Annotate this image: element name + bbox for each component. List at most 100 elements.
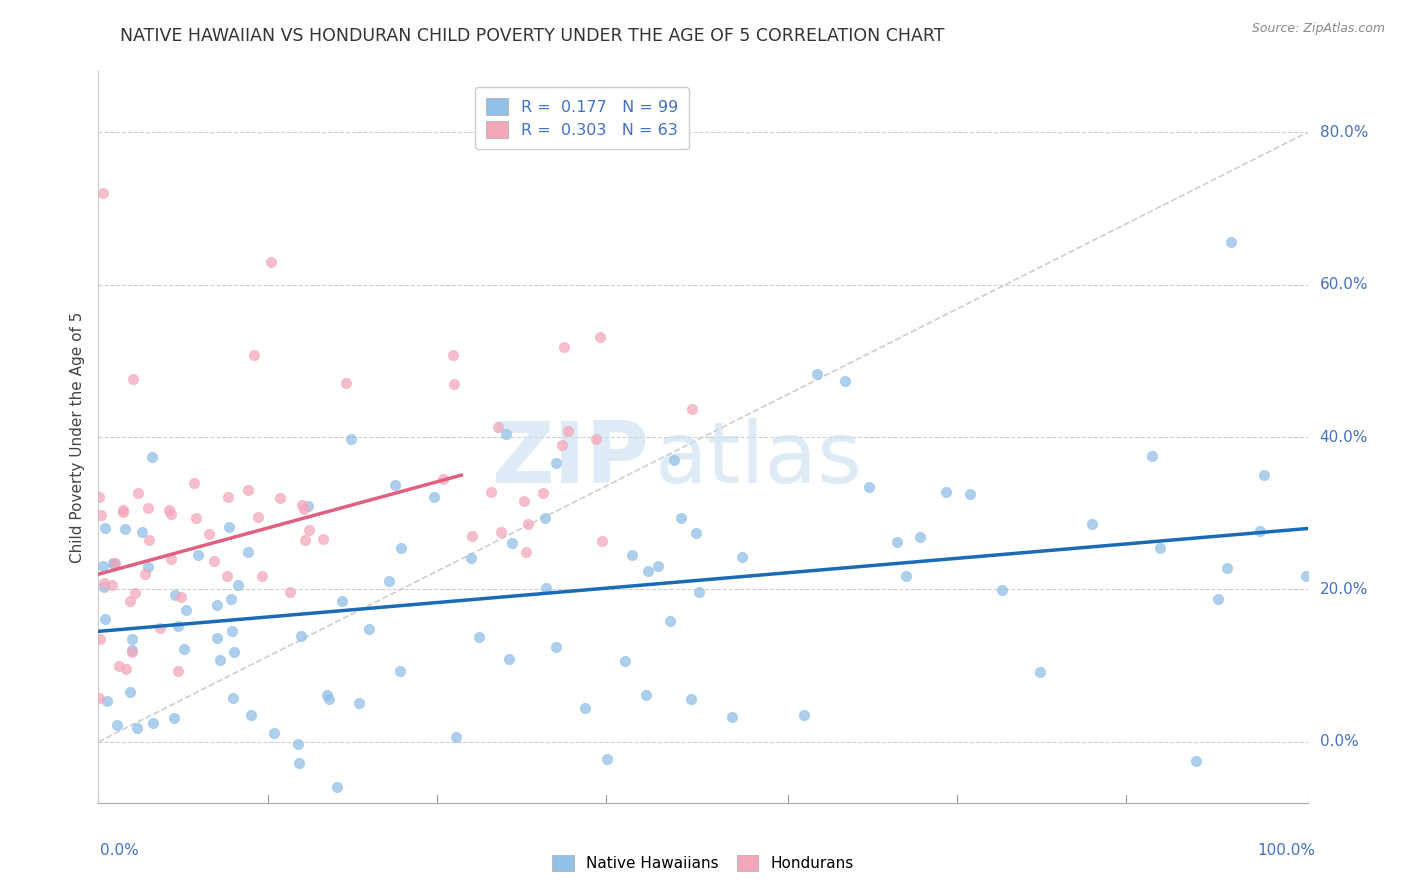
Point — [1295, 569, 1317, 583]
Point — [531, 485, 554, 500]
Point — [187, 548, 209, 562]
Point — [515, 544, 537, 558]
Point — [160, 552, 183, 566]
Point — [1081, 517, 1104, 532]
Point — [681, 401, 703, 416]
Text: 0.0%: 0.0% — [100, 843, 139, 858]
Point — [634, 689, 657, 703]
Point — [330, 594, 353, 608]
Point — [441, 348, 464, 362]
Point — [87, 690, 110, 705]
Point — [659, 614, 682, 628]
Point — [292, 502, 315, 516]
Point — [157, 502, 180, 516]
Point — [1142, 449, 1164, 463]
Point — [432, 472, 454, 486]
Point — [384, 478, 406, 492]
Point — [124, 586, 146, 600]
Point — [664, 453, 686, 467]
Point — [90, 508, 112, 523]
Point — [183, 476, 205, 491]
Point — [159, 508, 181, 522]
Point — [589, 330, 612, 344]
Point — [208, 653, 231, 667]
Point — [263, 726, 285, 740]
Point — [347, 696, 370, 710]
Point — [89, 491, 111, 505]
Point — [226, 578, 249, 592]
Point — [316, 688, 339, 702]
Point — [222, 645, 245, 659]
Point — [287, 737, 309, 751]
Point — [103, 557, 125, 571]
Text: 60.0%: 60.0% — [1320, 277, 1368, 293]
Point — [1253, 467, 1275, 482]
Point — [163, 588, 186, 602]
Point — [125, 721, 148, 735]
Point — [184, 511, 207, 525]
Point — [498, 652, 520, 666]
Point — [170, 590, 193, 604]
Point — [236, 483, 259, 497]
Point — [141, 450, 163, 464]
Point — [260, 255, 283, 269]
Point — [93, 580, 115, 594]
Point — [546, 456, 568, 470]
Point — [679, 691, 702, 706]
Point — [1149, 541, 1171, 556]
Point — [501, 535, 523, 549]
Point — [101, 556, 124, 570]
Text: 80.0%: 80.0% — [1320, 125, 1368, 140]
Point — [512, 493, 534, 508]
Point — [167, 664, 190, 678]
Point — [145, 811, 167, 825]
Point — [495, 427, 517, 442]
Text: 100.0%: 100.0% — [1257, 843, 1316, 858]
Point — [446, 730, 468, 744]
Point — [173, 642, 195, 657]
Point — [489, 525, 512, 540]
Point — [104, 556, 127, 570]
Point — [1215, 561, 1237, 575]
Legend: R =  0.177   N = 99, R =  0.303   N = 63: R = 0.177 N = 99, R = 0.303 N = 63 — [475, 87, 689, 150]
Point — [326, 780, 349, 795]
Point — [94, 520, 117, 534]
Point — [288, 756, 311, 771]
Point — [551, 438, 574, 452]
Point — [335, 376, 357, 390]
Point — [585, 432, 607, 446]
Point — [1184, 754, 1206, 768]
Point — [91, 559, 114, 574]
Point — [222, 691, 245, 706]
Point — [591, 534, 613, 549]
Point — [486, 420, 509, 434]
Point — [120, 685, 142, 699]
Point — [688, 585, 710, 599]
Point — [138, 533, 160, 547]
Text: 0.0%: 0.0% — [1320, 734, 1358, 749]
Point — [121, 645, 143, 659]
Text: 40.0%: 40.0% — [1320, 430, 1368, 444]
Point — [516, 517, 538, 532]
Point — [294, 533, 316, 547]
Point — [669, 511, 692, 525]
Point — [357, 622, 380, 636]
Point — [1219, 235, 1241, 249]
Text: atlas: atlas — [655, 417, 863, 500]
Point — [886, 535, 908, 549]
Point — [423, 491, 446, 505]
Point — [621, 548, 644, 562]
Point — [215, 569, 238, 583]
Point — [468, 630, 491, 644]
Point — [112, 505, 135, 519]
Point — [149, 621, 172, 635]
Point — [131, 525, 153, 540]
Point — [557, 424, 579, 438]
Point — [291, 498, 314, 512]
Point — [101, 578, 124, 592]
Point — [389, 664, 412, 678]
Point — [990, 582, 1012, 597]
Point — [121, 643, 143, 657]
Y-axis label: Child Poverty Under the Age of 5: Child Poverty Under the Age of 5 — [69, 311, 84, 563]
Point — [443, 376, 465, 391]
